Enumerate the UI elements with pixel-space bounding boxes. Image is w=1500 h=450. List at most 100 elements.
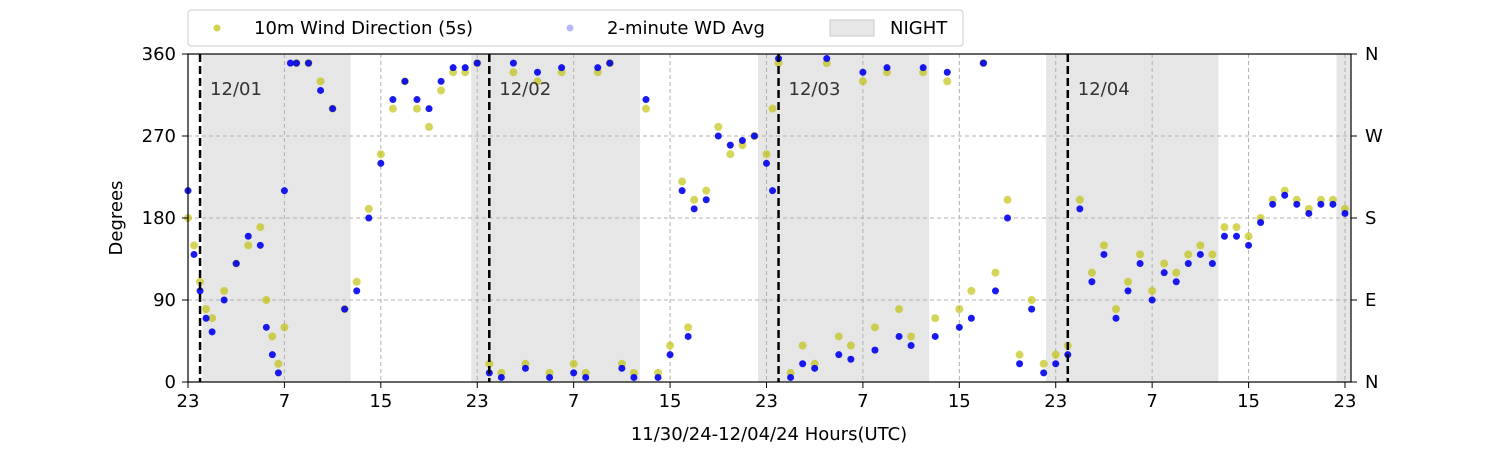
series-1-point-29 [473,59,481,67]
y2-tick-label-1: E [1365,290,1376,311]
y-tick-label-3: 270 [142,126,176,147]
series-1-point-6 [232,260,240,268]
y-tick-label-1: 90 [153,290,176,311]
series-0-point-21 [388,104,397,113]
series-1-point-37 [570,369,578,377]
series-1-point-73 [979,59,987,67]
x-tick-label-7: 7 [857,391,868,412]
day-marker-label-1: 12/02 [499,79,551,100]
x-tick-label-3: 23 [466,391,489,412]
y2-tick-label-3: W [1365,126,1383,147]
series-0-point-74 [1003,195,1012,204]
series-0-point-48 [702,186,711,195]
series-0-point-68 [931,314,940,323]
series-0-point-89 [1184,250,1193,259]
x-axis-label: 11/30/24-12/04/24 Hours(UTC) [631,424,907,445]
series-0-point-60 [834,332,843,341]
legend: 10m Wind Direction (5s) 2-minute WD Avg … [187,9,964,47]
series-1-point-66 [895,332,903,340]
series-1-point-49 [702,196,710,204]
series-1-point-78 [1040,369,1048,377]
series-1-point-44 [654,373,662,381]
series-1-point-2 [196,287,204,295]
series-1-point-25 [425,105,433,113]
series-1-point-48 [690,205,698,213]
series-0-point-93 [1232,223,1241,232]
series-1-point-18 [341,305,349,313]
legend-label-night: NIGHT [890,18,948,39]
series-1-point-16 [317,86,325,94]
y-tick-label-2: 180 [142,208,176,229]
series-0-point-25 [437,86,446,95]
series-1-point-39 [594,64,602,72]
series-1-point-53 [750,132,758,140]
x-tick-label-4: 7 [568,391,579,412]
series-1-point-65 [883,64,891,72]
series-0-point-3 [202,305,211,314]
series-0-point-84 [1124,277,1133,286]
series-1-point-75 [1004,214,1012,222]
series-1-point-9 [262,323,270,331]
series-1-point-4 [208,328,216,336]
series-1-point-93 [1220,232,1228,240]
series-0-point-23 [412,104,421,113]
series-1-point-50 [714,132,722,140]
legend-frame [187,9,964,47]
series-0-point-82 [1099,241,1108,250]
series-0-point-86 [1148,286,1157,295]
series-0-point-18 [352,277,361,286]
series-0-point-5 [220,286,229,295]
series-1-point-97 [1269,200,1277,208]
series-0-point-46 [684,323,693,332]
series-0-point-9 [262,296,271,304]
series-0-point-10 [268,332,277,341]
series-0-point-90 [1196,241,1205,250]
series-1-point-101 [1317,200,1325,208]
y2-tick-label-2: S [1365,208,1376,229]
series-1-point-84 [1112,314,1120,322]
series-1-point-26 [437,77,445,85]
series-0-point-69 [943,77,952,86]
series-0-point-63 [870,323,879,332]
series-0-point-47 [690,195,699,204]
series-0-point-29 [485,359,494,368]
series-1-point-87 [1148,296,1156,304]
series-1-point-14 [292,59,300,67]
series-0-point-62 [858,77,867,86]
series-1-point-3 [202,314,210,322]
series-1-point-34 [534,68,542,76]
series-1-point-13 [286,59,294,67]
y2-tick-label-0: N [1365,372,1378,393]
series-0-point-88 [1172,268,1181,277]
y2-tick-label-4: N [1365,44,1378,65]
legend-label-wind-direction: 10m Wind Direction (5s) [254,18,473,39]
series-0-point-66 [907,332,916,341]
series-0-point-36 [569,359,578,368]
series-1-point-102 [1329,200,1337,208]
series-0-point-31 [509,68,518,77]
series-0-point-61 [846,341,855,350]
series-1-point-7 [244,232,252,240]
series-0-point-1 [190,241,199,250]
series-1-point-33 [521,364,529,372]
series-1-point-79 [1052,360,1060,368]
series-1-point-15 [305,59,313,67]
series-1-point-88 [1160,269,1168,277]
x-tick-label-5: 15 [659,391,682,412]
x-tick-label-1: 7 [279,391,290,412]
series-0-point-8 [256,223,265,232]
y-tick-label-4: 360 [142,44,176,65]
series-1-point-95 [1245,241,1253,249]
series-1-point-68 [919,64,927,72]
series-1-point-23 [401,77,409,85]
series-1-point-35 [546,373,554,381]
series-1-point-90 [1184,260,1192,268]
series-1-point-20 [365,214,373,222]
series-1-point-52 [738,137,746,145]
series-1-point-81 [1076,205,1084,213]
series-1-point-67 [907,342,915,350]
series-1-point-22 [389,96,397,104]
y-axis-label: Degrees [106,181,127,256]
series-1-point-64 [871,346,879,354]
series-0-point-75 [1015,350,1024,359]
